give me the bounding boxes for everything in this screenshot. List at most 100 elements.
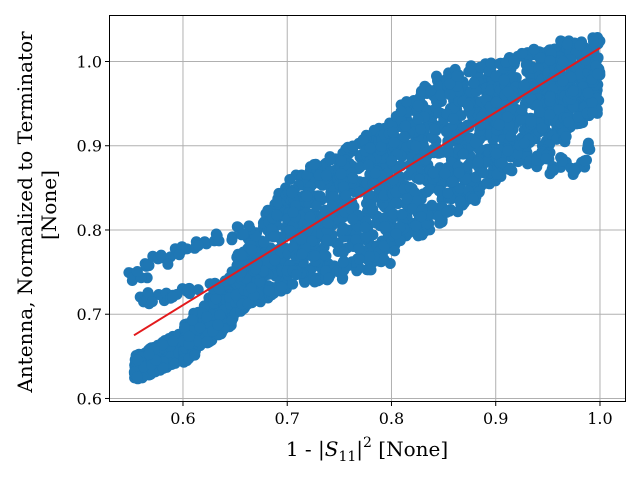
x-tick-label: 0.7 (275, 409, 300, 428)
data-point (502, 145, 514, 157)
data-point (490, 96, 502, 108)
data-point (440, 126, 452, 138)
data-point (574, 40, 586, 52)
data-point (310, 200, 322, 212)
data-point (561, 38, 573, 50)
data-point (157, 362, 169, 374)
data-point (516, 104, 528, 116)
data-point (328, 191, 340, 202)
data-point (401, 193, 413, 205)
data-point (389, 245, 401, 257)
data-point (390, 197, 402, 208)
data-point (454, 182, 466, 194)
data-point (412, 113, 424, 125)
data-point (179, 322, 190, 334)
data-point (254, 276, 266, 288)
data-point (444, 89, 456, 100)
data-point (569, 165, 581, 177)
data-point (442, 147, 454, 159)
data-point (201, 336, 213, 348)
data-point (548, 164, 559, 176)
plot-frame (109, 15, 626, 402)
data-point (287, 206, 299, 218)
data-point (146, 296, 158, 308)
data-point (462, 100, 474, 112)
data-point (431, 70, 442, 82)
y-tick-label: 0.8 (77, 221, 102, 240)
data-point (357, 134, 369, 146)
data-point (304, 211, 316, 223)
data-point (453, 167, 465, 179)
data-point (544, 109, 556, 120)
data-point (536, 122, 548, 134)
y-tick-label: 1.0 (77, 52, 102, 71)
data-point (284, 225, 296, 236)
data-point (516, 47, 528, 59)
data-point (362, 159, 374, 171)
data-point (457, 148, 469, 160)
points-layer (123, 32, 606, 385)
data-point (162, 258, 174, 270)
fit-line (133, 47, 601, 337)
data-point (375, 141, 387, 152)
data-point (396, 208, 408, 220)
data-point (354, 253, 365, 265)
data-point (534, 106, 546, 118)
data-point (508, 55, 520, 67)
data-point (520, 59, 532, 71)
data-point (272, 196, 284, 208)
data-point (429, 123, 440, 135)
data-point (192, 240, 204, 252)
data-point (183, 338, 195, 350)
data-point (388, 136, 400, 148)
data-point (173, 249, 185, 261)
data-point (131, 371, 143, 383)
data-point (399, 120, 411, 132)
data-point (189, 349, 201, 361)
fit-line-layer (133, 47, 601, 337)
data-point (386, 155, 398, 167)
data-point (518, 137, 530, 149)
data-point (398, 131, 410, 143)
data-point (444, 78, 456, 90)
data-point (528, 43, 540, 55)
data-point (310, 274, 322, 286)
data-point (284, 174, 296, 185)
data-point (467, 193, 479, 205)
data-point (518, 79, 530, 91)
data-point (442, 187, 454, 199)
data-point (360, 231, 372, 243)
data-point (567, 85, 579, 97)
data-point (410, 220, 422, 232)
x-tick-label: 0.8 (379, 409, 404, 428)
data-point (323, 272, 335, 284)
data-point (506, 72, 518, 84)
data-point (326, 200, 338, 212)
data-point (321, 234, 333, 246)
data-point (470, 85, 482, 97)
data-point (502, 86, 514, 98)
data-point (201, 311, 213, 323)
data-point (268, 231, 280, 243)
data-point (337, 246, 349, 258)
data-point (586, 97, 598, 109)
data-point (433, 185, 445, 197)
data-point (235, 266, 247, 278)
data-point (364, 251, 376, 262)
data-point (296, 248, 308, 260)
data-point (407, 203, 419, 215)
y-tick-label: 0.7 (77, 305, 102, 324)
data-point (446, 176, 458, 188)
data-point (213, 235, 225, 247)
data-point (301, 190, 313, 202)
data-point (390, 228, 402, 240)
data-point (447, 113, 459, 125)
y-tick-label: 0.6 (77, 389, 102, 408)
data-point (544, 91, 556, 103)
data-point (167, 335, 179, 347)
data-point (230, 289, 242, 301)
data-point (410, 140, 422, 152)
data-point (353, 243, 365, 255)
data-point (544, 55, 556, 66)
